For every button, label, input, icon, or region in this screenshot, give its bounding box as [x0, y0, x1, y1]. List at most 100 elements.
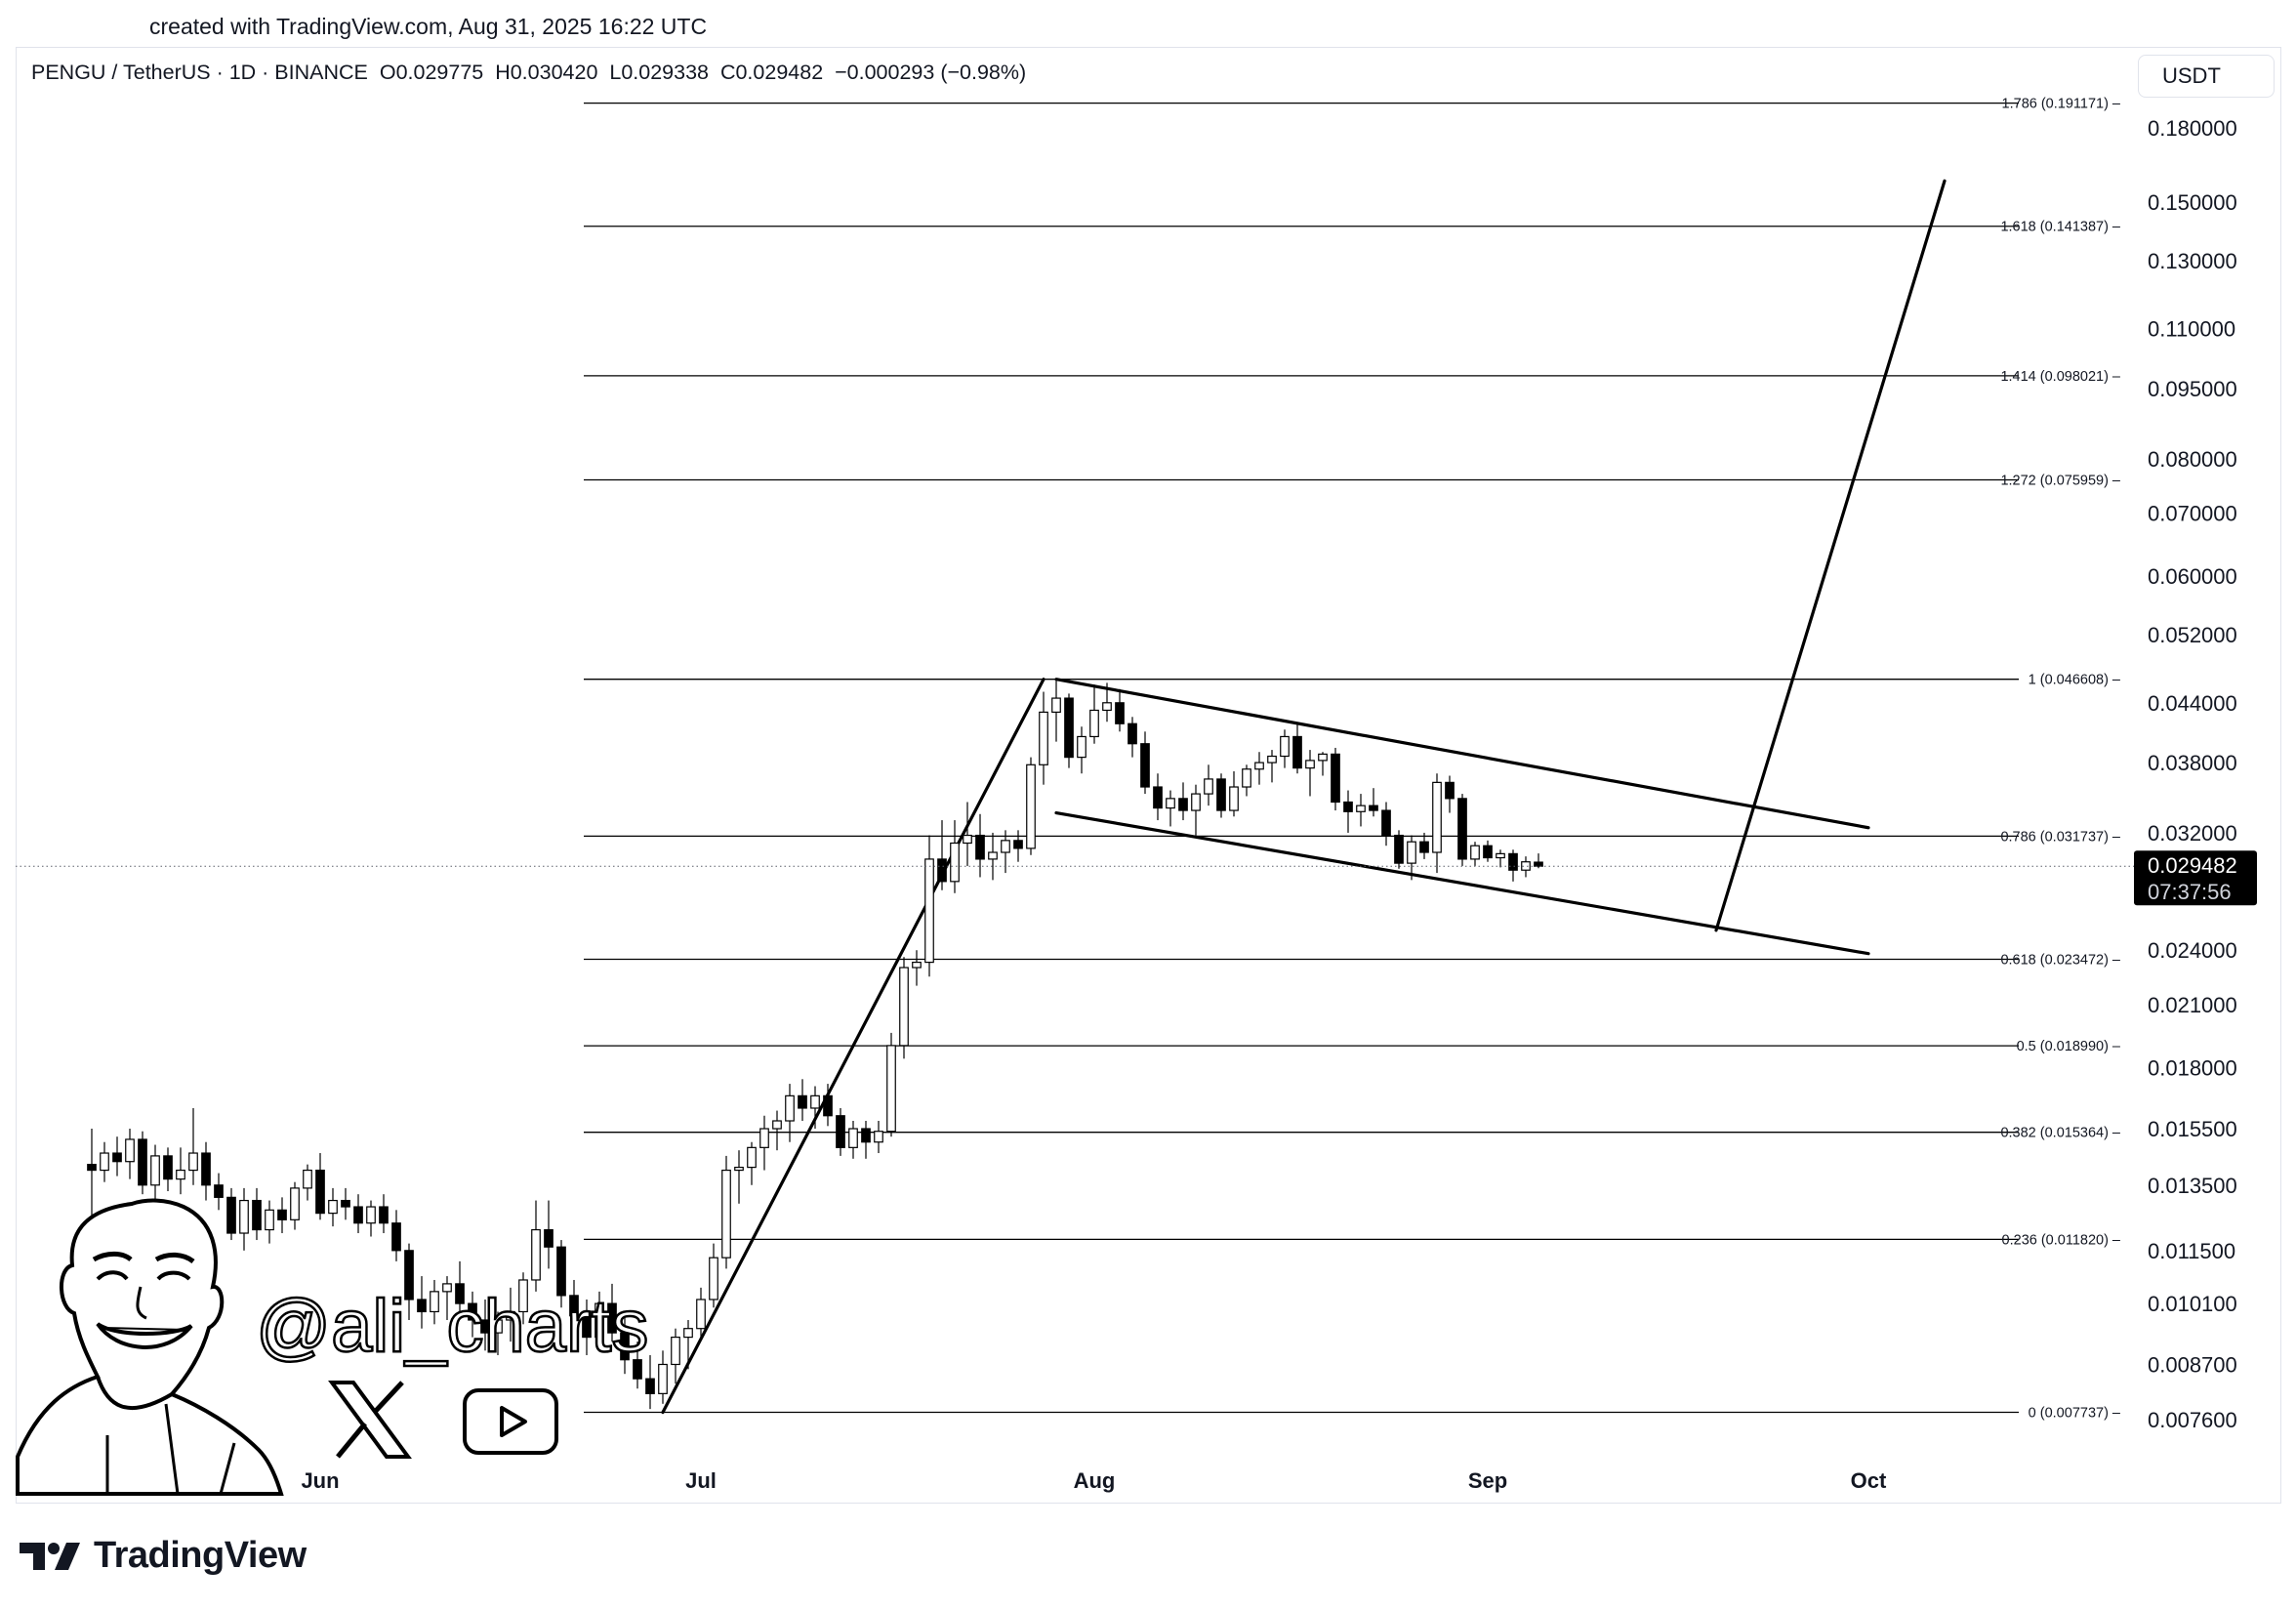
- candle-body: [353, 1206, 363, 1224]
- candle: [1343, 790, 1353, 833]
- price-tick-label: 0.150000: [2148, 190, 2237, 215]
- candle-body: [975, 834, 985, 860]
- candle: [1419, 832, 1429, 859]
- fib-level-label: 0.618 (0.023472) –: [2000, 953, 2120, 969]
- projection-line[interactable]: [1714, 179, 1947, 932]
- candle-body: [87, 1164, 97, 1172]
- fib-level-label: 1.272 (0.075959) –: [2000, 473, 2120, 488]
- candle-body: [1166, 798, 1175, 809]
- candle-body: [988, 851, 998, 860]
- candle-body: [569, 1295, 579, 1317]
- tradingview-brand[interactable]: TradingView: [20, 1535, 307, 1577]
- candle-body: [1229, 786, 1239, 811]
- candle-body: [1369, 805, 1378, 811]
- candle: [620, 1315, 630, 1375]
- candle: [214, 1173, 224, 1211]
- youtube-play-icon: [463, 1388, 558, 1455]
- time-tick-label: Oct: [1851, 1468, 1887, 1493]
- candle: [366, 1200, 376, 1237]
- candle: [125, 1129, 135, 1179]
- x-logo-icon: [328, 1381, 412, 1459]
- ohlc-high: H0.030420: [495, 61, 598, 84]
- candle-body: [518, 1279, 528, 1313]
- price-axis[interactable]: 0.180000 0.150000 0.130000 0.110000 0.095000…: [2134, 116, 2257, 1432]
- candle-body: [417, 1299, 427, 1313]
- candle-body: [1534, 861, 1543, 867]
- candle: [176, 1147, 185, 1195]
- candle-body: [899, 967, 909, 1047]
- candle-body: [544, 1228, 554, 1248]
- candle-body: [607, 1302, 617, 1334]
- candle-body: [1001, 840, 1010, 853]
- impulse-trendline[interactable]: [661, 678, 1046, 1415]
- candle-body: [645, 1378, 655, 1394]
- currency-label: USDT: [2162, 63, 2221, 88]
- candle: [1254, 752, 1264, 785]
- candle: [734, 1150, 744, 1204]
- candle: [1445, 775, 1455, 813]
- candle: [1318, 752, 1328, 776]
- channel-lower-line[interactable]: [1054, 810, 1870, 956]
- candle: [1204, 764, 1213, 806]
- candle: [201, 1141, 211, 1201]
- time-axis[interactable]: Jun Jul Aug Sep Oct: [301, 1468, 1887, 1493]
- candle-body: [582, 1315, 592, 1339]
- candle-body: [924, 858, 934, 964]
- candle: [1331, 747, 1340, 811]
- symbol-info[interactable]: PENGU / TetherUS · 1D · BINANCE: [31, 61, 368, 84]
- candle-body: [1419, 841, 1429, 853]
- symbol-legend[interactable]: PENGU / TetherUS · 1D · BINANCE O0.02977…: [31, 61, 1026, 85]
- candle: [252, 1187, 262, 1241]
- candle: [1128, 717, 1137, 758]
- candle: [391, 1210, 401, 1261]
- candle-body: [201, 1152, 211, 1186]
- price-tick-label: 0.011500: [2148, 1239, 2235, 1263]
- fib-level-label: 0.236 (0.011820) –: [2002, 1232, 2121, 1248]
- candle-body: [1432, 781, 1442, 853]
- candle-body: [1191, 793, 1201, 811]
- candle: [1267, 750, 1277, 783]
- candle-body: [1267, 755, 1277, 764]
- candle: [963, 802, 972, 866]
- candle-body: [468, 1302, 477, 1321]
- last-price-tag-bg: [2134, 850, 2257, 906]
- channel-upper-line[interactable]: [1054, 678, 1870, 830]
- candle-body: [734, 1166, 744, 1172]
- fib-retracement[interactable]: 1.786 (0.191171) – 1.618 (0.141387) – 1.41…: [584, 97, 2121, 1422]
- candle: [1089, 684, 1099, 744]
- candle: [1229, 770, 1239, 817]
- candle-body: [1445, 781, 1455, 800]
- candle-body: [277, 1209, 287, 1220]
- candle: [899, 957, 909, 1059]
- chart-pane[interactable]: [16, 47, 2281, 1504]
- candle-body: [937, 858, 947, 883]
- candle: [975, 813, 985, 878]
- candle-body: [620, 1332, 630, 1361]
- candle: [1178, 782, 1188, 821]
- currency-selector[interactable]: USDT: [2138, 55, 2275, 98]
- candle: [138, 1131, 147, 1195]
- last-price-value: 0.029482: [2148, 853, 2237, 878]
- fib-level-label: 1.414 (0.098021) –: [2000, 369, 2120, 385]
- ohlc-open: O0.029775: [379, 61, 484, 84]
- candle-body: [1407, 841, 1416, 864]
- candle-body: [1128, 722, 1137, 745]
- candle-body: [836, 1115, 845, 1148]
- candle-body: [379, 1206, 389, 1224]
- candle-body: [1089, 709, 1099, 738]
- price-tick-label: 0.130000: [2148, 249, 2237, 273]
- fib-level-label: 1.618 (0.141387) –: [2000, 220, 2120, 235]
- candle-body: [239, 1199, 249, 1234]
- fib-level-label: 1.786 (0.191171) –: [2002, 97, 2121, 112]
- candle: [785, 1084, 795, 1142]
- candle-body: [861, 1128, 871, 1143]
- candle: [1242, 764, 1251, 797]
- candle: [150, 1144, 160, 1208]
- candle-body: [341, 1199, 350, 1208]
- candle-body: [290, 1187, 300, 1220]
- candle-body: [556, 1246, 566, 1297]
- candle-body: [1470, 845, 1480, 860]
- candle-body: [1394, 834, 1404, 864]
- candle-body: [1457, 798, 1467, 860]
